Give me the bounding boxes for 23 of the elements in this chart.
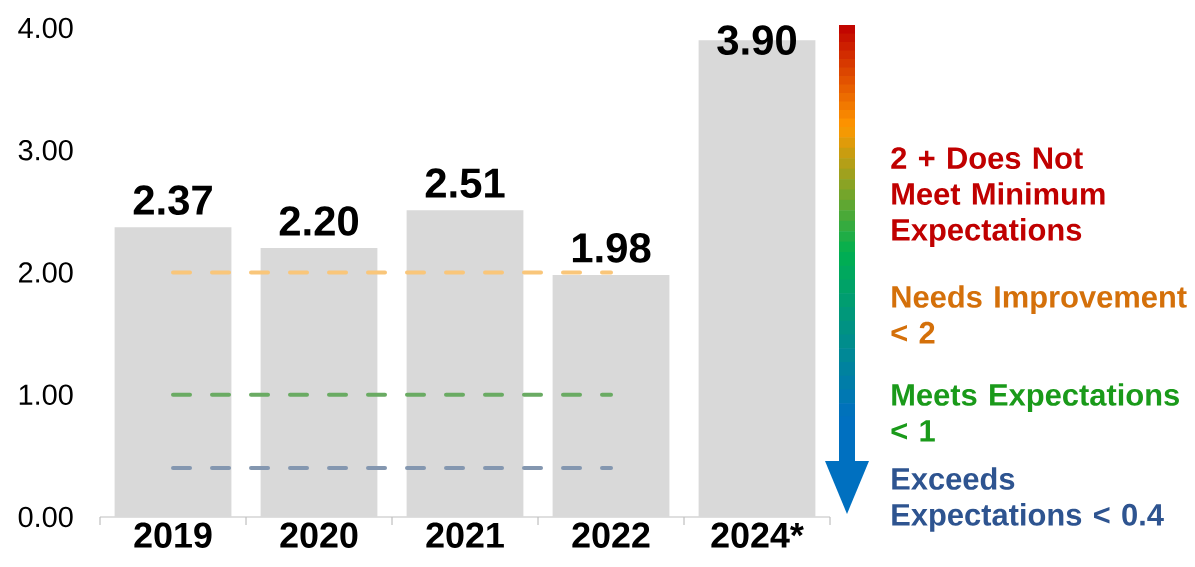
y-tick-label: 3.00 — [18, 140, 73, 161]
text: Exceeds Expectations < 0.4 — [892, 467, 1164, 532]
x-tick-label: 2019 — [134, 522, 212, 548]
x-tick-label: 2021 — [426, 522, 504, 548]
text: 2 + Does Not Meet Minimum Expectations — [891, 147, 1105, 247]
y-tick-label: 1.00 — [19, 384, 73, 405]
x-tick-label: 2022 — [572, 522, 650, 548]
bar — [260, 248, 378, 517]
data-label: 1.98 — [572, 233, 651, 263]
bar — [552, 274, 670, 517]
y-tick-label: 4.00 — [18, 17, 73, 39]
text: Meets Expectations < 1 — [891, 383, 1179, 442]
y-tick-label: 0.00 — [18, 506, 73, 528]
text: Needs Improvement < 2 — [891, 285, 1187, 344]
data-label: 2.20 — [279, 206, 359, 236]
bar — [406, 210, 524, 517]
x-tick-label: 2024* — [711, 522, 804, 548]
bar — [114, 227, 232, 517]
x-tick-label: 2020 — [280, 522, 358, 548]
data-label: 2.51 — [425, 168, 505, 198]
data-label: 3.90 — [717, 25, 797, 56]
data-label: 2.37 — [133, 185, 212, 216]
y-tick-label: 2.00 — [19, 262, 73, 283]
